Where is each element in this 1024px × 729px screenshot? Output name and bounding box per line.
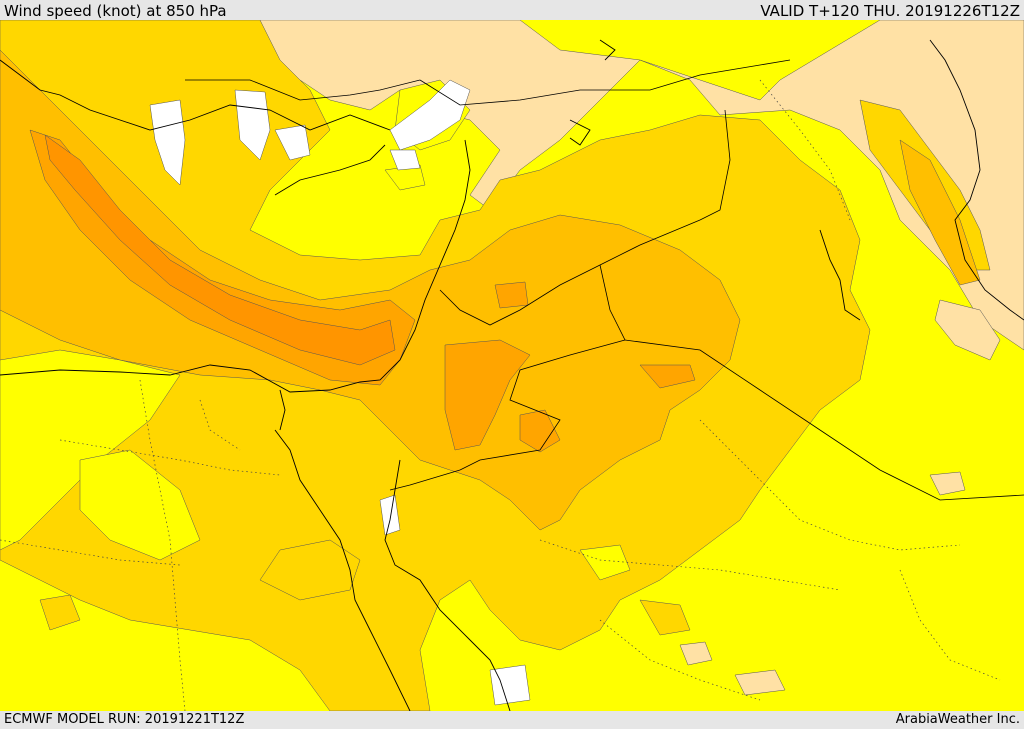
calm-areas bbox=[149, 79, 531, 706]
stronger-wind-areas bbox=[29, 129, 696, 453]
strong-wind-areas bbox=[0, 49, 981, 531]
political-borders bbox=[185, 59, 1024, 501]
wind-speed-map bbox=[0, 20, 1024, 711]
valid-time: VALID T+120 THU. 20191226T12Z bbox=[760, 2, 1020, 20]
model-run: ECMWF MODEL RUN: 20191221T12Z bbox=[4, 712, 245, 727]
yellow-gaps bbox=[0, 79, 631, 581]
coastlines bbox=[0, 39, 1024, 711]
strongest-wind-core bbox=[44, 134, 396, 366]
map-title: Wind speed (knot) at 850 hPa bbox=[4, 2, 227, 20]
map-header: Wind speed (knot) at 850 hPa VALID T+120… bbox=[0, 0, 1024, 20]
province-borders bbox=[0, 79, 1001, 711]
map-footer: ECMWF MODEL RUN: 20191221T12Z ArabiaWeat… bbox=[0, 711, 1024, 729]
credit: ArabiaWeather Inc. bbox=[895, 712, 1020, 727]
